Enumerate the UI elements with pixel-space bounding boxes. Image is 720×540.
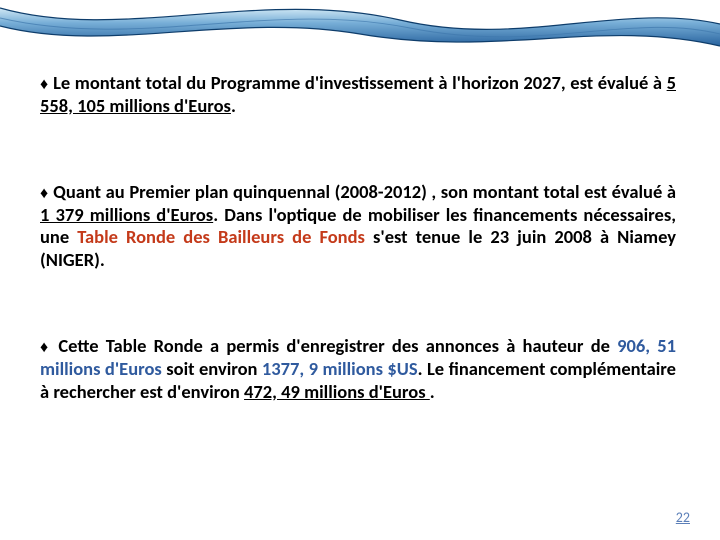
p1-text-post: . [231, 94, 236, 117]
diamond-bullet-icon: ♦ [40, 338, 51, 357]
p3-amount-3: 472, 49 millions d'Euros [244, 380, 430, 403]
p3-amount-2: 1377, 9 millions $US [262, 357, 418, 380]
header-wave-decoration [0, 0, 720, 56]
p1-text-pre: Le montant total du Programme d'investis… [49, 71, 667, 94]
paragraph-2: ♦ Quant au Premier plan quinquennal (200… [40, 181, 676, 271]
p3-text-post: . [430, 380, 435, 403]
p2-amount: 1 379 millions d'Euros [40, 203, 213, 226]
p3-text-pre: Cette Table Ronde a permis d'enregistrer… [51, 334, 617, 357]
paragraph-1: ♦ Le montant total du Programme d'invest… [40, 72, 676, 117]
page-number: 22 [676, 509, 690, 526]
slide-content: ♦ Le montant total du Programme d'invest… [40, 72, 676, 403]
p2-text-pre: Quant au Premier plan quinquennal (2008-… [49, 180, 676, 203]
diamond-bullet-icon: ♦ [40, 184, 49, 203]
p3-text-mid1: soit environ [162, 357, 262, 380]
paragraph-3: ♦ Cette Table Ronde a permis d'enregistr… [40, 335, 676, 403]
p2-highlight: Table Ronde des Bailleurs de Fonds [77, 225, 365, 248]
diamond-bullet-icon: ♦ [40, 75, 49, 94]
